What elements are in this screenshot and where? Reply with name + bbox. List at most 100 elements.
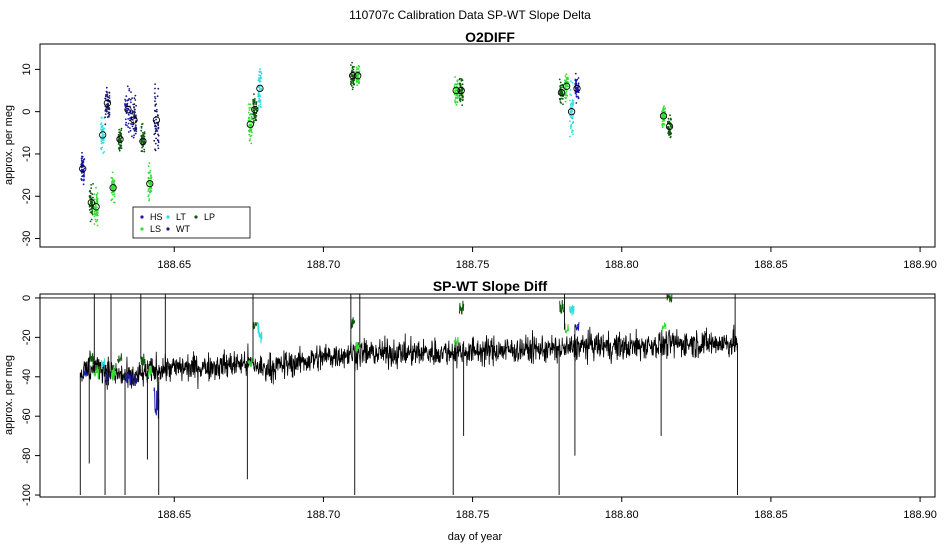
slope-diff-x-tick-label: 188.70 — [307, 509, 341, 521]
slope-diff-y-tick-label: -100 — [21, 484, 33, 506]
o2diff-point-ls — [565, 96, 567, 99]
o2diff-x-tick-label: 188.65 — [157, 259, 191, 271]
o2diff-point-wt — [157, 141, 160, 144]
o2diff-point-wt — [108, 108, 111, 111]
o2diff-point-lp — [668, 133, 671, 136]
o2diff-point-ls — [113, 193, 116, 196]
o2diff-point-wt — [154, 87, 156, 90]
o2diff-point-wt — [154, 105, 157, 107]
o2diff-point-lt — [569, 110, 572, 113]
o2diff-cluster-mean — [457, 86, 465, 95]
slope-diff-title: SP-WT Slope Diff — [433, 278, 548, 294]
o2diff-point-wt — [133, 106, 135, 109]
slope-diff-lines — [40, 293, 935, 496]
o2diff-cluster-mean — [87, 198, 95, 207]
o2diff-point-wt — [154, 125, 157, 127]
o2diff-point-lt — [258, 89, 261, 92]
o2diff-point-hs — [577, 82, 580, 85]
o2diff-point-hs — [124, 100, 127, 102]
o2diff-point-lt — [258, 104, 260, 107]
o2diff-point-lp — [252, 99, 255, 102]
o2diff-point-wt — [153, 119, 156, 122]
o2diff-point-wt — [133, 103, 136, 106]
o2diff-point-ls — [148, 171, 150, 174]
o2diff-point-wt — [135, 130, 138, 133]
o2diff-point-lt — [103, 134, 105, 136]
o2diff-point-hs — [82, 168, 84, 171]
o2diff-point-lt — [101, 116, 103, 119]
o2diff-point-ls — [565, 76, 568, 79]
legend-label-hs: HS — [150, 212, 163, 222]
o2diff-point-lt — [102, 127, 105, 129]
legend-marker-lp — [194, 215, 198, 219]
o2diff-point-hs — [574, 72, 577, 75]
o2diff-point-ls — [96, 201, 99, 204]
o2diff-point-wt — [154, 110, 157, 113]
o2diff-point-wt — [108, 97, 111, 99]
slope-diff-trace-lp — [559, 300, 565, 314]
o2diff-cluster-mean — [146, 179, 154, 188]
o2diff-point-ls — [355, 66, 358, 69]
o2diff-point-lt — [570, 116, 572, 119]
o2diff-cluster-mean — [79, 165, 87, 173]
o2diff-point-ls — [248, 133, 251, 136]
o2diff-point-hs — [575, 95, 578, 98]
o2diff-point-ls — [248, 109, 251, 111]
o2diff-y-tick-label: 10 — [21, 63, 33, 75]
o2diff-point-ls — [149, 177, 152, 180]
o2diff-point-wt — [154, 142, 157, 145]
o2diff-point-lp — [352, 76, 355, 78]
o2diff-point-ls — [148, 199, 150, 202]
o2diff-point-ls — [661, 123, 663, 126]
o2diff-point-lp — [255, 101, 258, 104]
o2diff-point-lp — [561, 97, 563, 100]
slope-diff-trace-hs — [574, 321, 580, 331]
o2diff-panel: O2DIFF 188.65 188.70 188.75 188.80 188.85 188… — [3, 29, 937, 271]
o2diff-point-wt — [155, 118, 158, 121]
slope-diff-y-tick-label: 0 — [21, 295, 33, 301]
legend-entry-lp: LP — [194, 212, 215, 222]
slope-diff-trace-lp — [88, 350, 95, 365]
o2diff-cluster-mean — [99, 131, 107, 139]
o2diff-point-ls — [663, 110, 666, 113]
o2diff-point-lt — [101, 146, 104, 149]
o2diff-point-ls — [148, 162, 151, 165]
o2diff-point-ls — [113, 185, 116, 188]
o2diff-point-hs — [124, 123, 127, 126]
o2diff-point-ls — [454, 89, 457, 92]
o2diff-point-ls — [250, 124, 253, 127]
o2diff-point-lt — [258, 97, 261, 100]
o2diff-point-ls — [456, 100, 459, 103]
o2diff-point-lt — [102, 152, 104, 154]
o2diff-point-hs — [126, 109, 129, 112]
o2diff-point-wt — [154, 97, 157, 100]
o2diff-point-lp — [460, 88, 463, 90]
o2diff-point-ls — [149, 175, 152, 177]
o2diff-point-hs — [82, 175, 84, 178]
o2diff-point-wt — [155, 128, 158, 131]
o2diff-point-lp — [252, 112, 255, 115]
o2diff-point-hs — [127, 113, 130, 116]
slope-diff-y-tick-label: -60 — [21, 408, 33, 424]
o2diff-x-tick-label: 188.85 — [754, 259, 788, 271]
o2diff-point-lt — [571, 81, 574, 84]
o2diff-y-tick-label: -20 — [21, 188, 33, 204]
o2diff-point-ls — [663, 117, 665, 119]
slope-diff-trace-hs — [124, 371, 132, 386]
o2diff-point-wt — [134, 127, 137, 130]
o2diff-point-lp — [350, 73, 352, 76]
o2diff-point-wt — [132, 119, 134, 121]
o2diff-point-lp — [255, 108, 257, 111]
o2diff-cluster-mean — [109, 184, 117, 192]
o2diff-point-wt — [155, 110, 158, 113]
legend-entry-lt: LT — [166, 212, 186, 222]
o2diff-cluster-mean — [103, 99, 112, 107]
o2diff-point-ls — [661, 108, 664, 111]
o2diff-point-lp — [90, 184, 92, 186]
o2diff-point-wt — [153, 133, 156, 136]
o2diff-point-hs — [575, 102, 578, 104]
o2diff-point-hs — [575, 83, 578, 85]
slope-diff-y-tick-label: -20 — [21, 329, 33, 345]
o2diff-point-hs — [127, 122, 130, 125]
